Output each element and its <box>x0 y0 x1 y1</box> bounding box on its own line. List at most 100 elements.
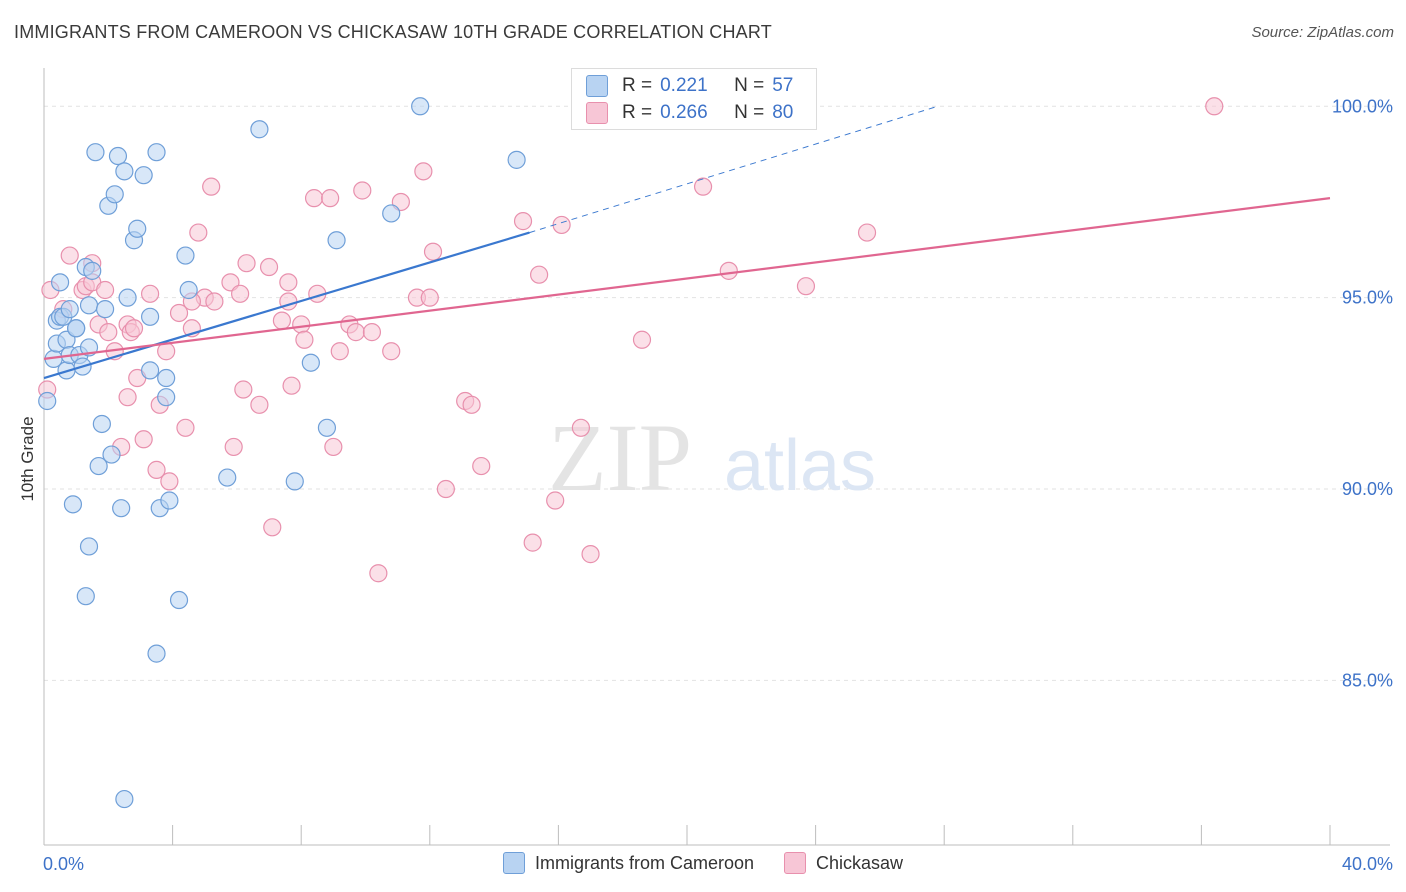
data-point <box>147 143 166 162</box>
data-point <box>234 380 253 399</box>
data-point <box>581 545 600 564</box>
data-point <box>63 495 83 514</box>
data-point <box>140 284 160 303</box>
stats-legend-box: R = 0.221 N = 57 R = 0.266 N = 80 <box>571 68 817 130</box>
r-label: R = <box>622 75 653 96</box>
data-point <box>169 590 189 610</box>
data-point <box>327 231 346 250</box>
data-point <box>86 143 105 162</box>
x-tick-label: 40.0% <box>1342 854 1393 874</box>
data-point <box>231 284 250 303</box>
legend-swatch-blue <box>502 852 525 874</box>
data-point <box>279 273 298 292</box>
source-label: Source: ZipAtlas.com <box>1251 24 1394 41</box>
data-point <box>112 499 131 518</box>
stats-row-chickasaw: R = 0.266 N = 80 <box>586 100 793 126</box>
data-point <box>128 219 147 238</box>
data-point <box>507 150 526 169</box>
series-chickasaw-points <box>38 97 1224 583</box>
data-point <box>530 265 549 284</box>
trend-lines <box>43 105 1331 380</box>
r-value: 0.266 <box>660 102 708 123</box>
data-point <box>224 437 243 457</box>
data-point <box>250 395 269 414</box>
data-point <box>632 330 652 349</box>
n-label: N = <box>734 102 765 123</box>
y-tick-label: 95.0% <box>1342 288 1393 308</box>
data-point <box>259 257 279 277</box>
data-point <box>176 246 195 265</box>
n-value: 57 <box>772 75 794 96</box>
data-point <box>160 491 179 510</box>
data-point <box>796 277 816 296</box>
trend-line-cameroon-extension <box>529 105 938 234</box>
data-point <box>38 391 57 411</box>
trend-line-chickasaw <box>43 197 1331 360</box>
legend-item-cameroon[interactable]: Immigrants from Cameroon <box>502 852 755 874</box>
data-point <box>147 460 166 479</box>
data-point <box>79 296 99 315</box>
data-point <box>147 644 166 663</box>
data-point <box>423 242 443 261</box>
data-point <box>92 414 111 434</box>
data-point <box>304 189 324 208</box>
data-point <box>411 97 430 116</box>
data-point <box>124 319 144 338</box>
n-value: 80 <box>772 102 794 123</box>
data-point <box>324 437 343 457</box>
data-point <box>99 323 118 342</box>
data-point <box>95 300 115 319</box>
data-point <box>176 418 195 437</box>
watermark: ZIP atlas <box>548 404 876 511</box>
data-point <box>115 162 134 181</box>
data-point <box>237 254 256 273</box>
data-point <box>330 342 349 361</box>
data-point <box>436 479 455 499</box>
data-point <box>472 456 491 476</box>
data-point <box>282 376 301 395</box>
data-point <box>369 564 388 583</box>
data-point <box>169 303 189 323</box>
data-point <box>79 537 99 556</box>
data-point <box>546 491 565 510</box>
data-point <box>693 177 713 196</box>
legend-label: Immigrants from Cameroon <box>534 852 755 873</box>
data-point <box>60 246 79 265</box>
legend-item-chickasaw[interactable]: Chickasaw <box>784 852 903 874</box>
watermark-zip: ZIP <box>548 404 692 511</box>
y-tick-label: 100.0% <box>1332 96 1393 116</box>
watermark-atlas: atlas <box>724 426 876 506</box>
data-point <box>250 120 269 139</box>
data-point <box>134 430 153 449</box>
data-point <box>513 212 533 231</box>
data-point <box>95 280 115 300</box>
data-point <box>115 789 134 809</box>
legend-swatch-pink <box>784 852 807 874</box>
data-point <box>105 185 124 204</box>
data-point <box>571 418 591 437</box>
series-cameroon-points <box>38 97 526 809</box>
stats-swatch-pink <box>586 102 608 124</box>
chart-title: IMMIGRANTS FROM CAMEROON VS CHICKASAW 10… <box>14 22 772 42</box>
data-point <box>189 223 208 242</box>
data-point <box>362 323 382 342</box>
data-point <box>140 307 160 326</box>
data-point <box>102 445 121 464</box>
y-tick-label: 90.0% <box>1342 479 1393 499</box>
data-point <box>382 342 401 361</box>
data-point <box>719 261 738 280</box>
data-point <box>301 353 320 372</box>
data-point <box>317 418 337 437</box>
data-point <box>160 472 179 491</box>
data-point <box>462 395 481 414</box>
data-point <box>205 292 224 311</box>
data-point <box>108 146 128 166</box>
data-point <box>140 361 160 380</box>
data-point <box>83 261 102 280</box>
data-point <box>523 533 542 552</box>
tick-labels: 100.0% 95.0% 90.0% 85.0% 0.0% 40.0% <box>43 96 1393 874</box>
data-point <box>218 468 237 487</box>
data-point <box>157 388 176 407</box>
data-point <box>285 472 304 491</box>
